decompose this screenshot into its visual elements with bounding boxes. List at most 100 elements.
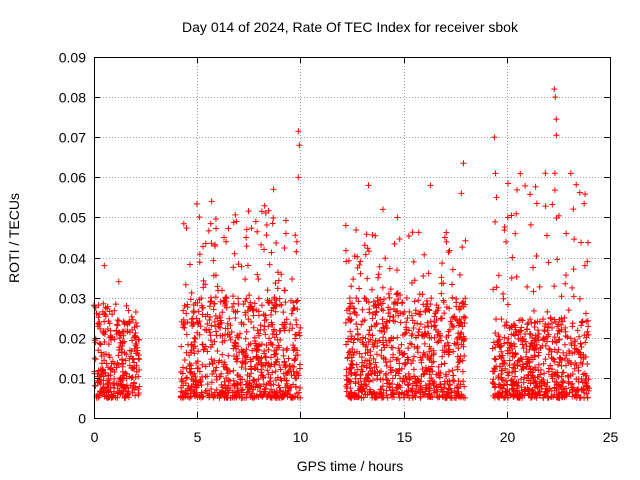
data-point — [213, 364, 220, 371]
data-point — [380, 341, 387, 348]
data-point — [196, 251, 203, 258]
data-point — [129, 337, 136, 344]
data-point — [272, 280, 279, 287]
data-point — [399, 378, 406, 385]
data-point — [199, 373, 206, 380]
data-point — [493, 316, 500, 323]
data-point — [242, 350, 249, 357]
data-point — [274, 374, 281, 381]
data-point — [220, 363, 227, 370]
data-point — [269, 330, 276, 337]
data-point — [377, 386, 384, 393]
data-point — [584, 394, 591, 401]
data-point — [535, 331, 542, 338]
data-point — [561, 314, 568, 321]
data-point — [103, 381, 110, 388]
data-point — [568, 340, 575, 347]
data-point — [433, 383, 440, 390]
data-point — [565, 380, 572, 387]
data-point — [379, 206, 386, 213]
data-point — [101, 339, 108, 346]
data-point — [235, 261, 242, 268]
data-point — [120, 332, 127, 339]
data-point — [265, 371, 272, 378]
data-point — [129, 316, 136, 323]
data-point — [432, 308, 439, 315]
data-point — [398, 365, 405, 372]
data-point — [265, 323, 272, 330]
data-point — [262, 385, 269, 392]
data-point — [197, 378, 204, 385]
data-point — [347, 310, 354, 317]
data-point — [227, 394, 234, 401]
data-point — [284, 345, 291, 352]
data-point — [441, 349, 448, 356]
data-point — [238, 387, 245, 394]
data-point — [575, 364, 582, 371]
data-point — [133, 362, 140, 369]
data-point — [431, 313, 438, 320]
data-point — [181, 357, 188, 364]
data-point — [365, 338, 372, 345]
data-point — [193, 360, 200, 367]
data-point — [415, 332, 422, 339]
data-point — [558, 363, 565, 370]
data-point — [107, 372, 114, 379]
data-point — [399, 299, 406, 306]
data-point — [219, 332, 226, 339]
data-point — [96, 379, 103, 386]
data-point — [458, 391, 465, 398]
data-point — [343, 258, 350, 265]
data-point — [184, 319, 191, 326]
data-point — [346, 316, 353, 323]
data-point — [202, 281, 209, 288]
data-point — [548, 366, 555, 373]
data-point — [135, 390, 142, 397]
data-point — [493, 284, 500, 291]
data-point — [582, 339, 589, 346]
data-point — [500, 295, 507, 302]
data-point — [515, 357, 522, 364]
data-point — [187, 296, 194, 303]
data-point — [395, 312, 402, 319]
x-tick-label: 15 — [397, 429, 413, 445]
data-point — [206, 326, 213, 333]
data-point — [373, 320, 380, 327]
x-axis-label: GPS time / hours — [297, 458, 404, 474]
data-point — [190, 378, 197, 385]
data-point — [459, 244, 466, 251]
data-point — [125, 307, 132, 314]
data-point — [414, 320, 421, 327]
data-point — [503, 377, 510, 384]
data-point — [101, 318, 108, 325]
data-point — [293, 321, 300, 328]
data-point — [558, 390, 565, 397]
data-point — [293, 298, 300, 305]
data-point — [210, 368, 217, 375]
data-point — [261, 326, 268, 333]
data-point — [107, 384, 114, 391]
data-point — [195, 348, 202, 355]
data-point — [135, 386, 142, 393]
data-point — [454, 363, 461, 370]
data-point — [101, 310, 108, 317]
data-point — [508, 340, 515, 347]
y-tick-label: 0.05 — [59, 210, 86, 226]
data-point — [132, 350, 139, 357]
data-point — [523, 349, 530, 356]
data-point — [271, 295, 278, 302]
data-point — [224, 370, 231, 377]
data-point — [524, 321, 531, 328]
data-point — [416, 311, 423, 318]
data-point — [344, 381, 351, 388]
data-point — [354, 366, 361, 373]
data-point — [373, 351, 380, 358]
data-point — [417, 321, 424, 328]
data-point — [386, 294, 393, 301]
data-point — [455, 345, 462, 352]
data-point — [131, 334, 138, 341]
data-point — [547, 362, 554, 369]
data-point — [278, 271, 285, 278]
data-point — [428, 375, 435, 382]
